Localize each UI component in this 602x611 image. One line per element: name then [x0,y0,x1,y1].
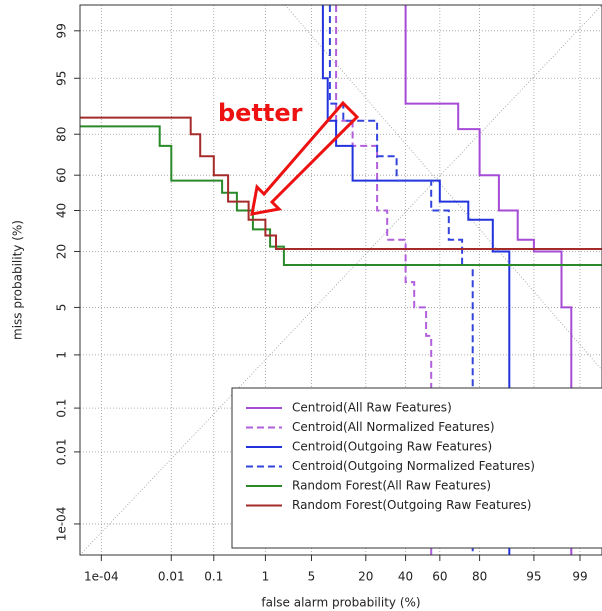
x-tick-label: 40 [398,570,413,584]
reference-lines [80,5,602,555]
y-tick-label: 5 [55,304,69,312]
legend-box [231,387,602,549]
y-tick-label: 1 [55,351,69,359]
y-tick-label: 0.1 [55,399,69,418]
det-curve [80,125,602,266]
y-axis-label: miss probability (%) [11,220,25,340]
legend-label: Centroid(All Normalized Features) [292,420,495,434]
anti-diagonal [284,5,602,371]
legend: Centroid(All Raw Features) Centroid(All N… [246,401,535,512]
x-tick-label: 0.01 [158,570,185,584]
y-tick-label: 1e-04 [55,507,69,542]
y-tick-label: 0.01 [55,439,69,466]
annotation: better [218,99,303,127]
x-tick-label: 95 [526,570,541,584]
plot-frame [79,4,602,556]
det-curve [80,116,602,250]
x-axis-label: false alarm probability (%) [261,596,420,610]
det-curve [328,5,474,555]
legend-label: Centroid(Outgoing Raw Features) [292,440,492,454]
det-curve [335,5,433,555]
better-arrow [250,100,360,216]
y-tick-label: 99 [55,23,69,38]
legend-label: Random Forest(Outgoing Raw Features) [292,498,531,512]
det-curve [404,5,573,555]
x-tick-label: 99 [572,570,587,584]
x-tick-label: 80 [472,570,487,584]
legend-label: Centroid(Outgoing Normalized Features) [292,459,535,473]
y-tick-label: 95 [55,71,69,86]
x-tick-label: 5 [308,570,316,584]
x-tick-label: 1e-04 [84,570,119,584]
diagonal [80,5,602,555]
legend-label: Centroid(All Raw Features) [292,401,452,415]
curves [80,5,602,555]
y-tick-label: 60 [55,168,69,183]
x-tick-label: 60 [432,570,447,584]
x-tick-label: 20 [358,570,373,584]
y-tick-label: 80 [55,127,69,142]
legend-label: Random Forest(All Raw Features) [292,479,491,493]
y-tick-label: 20 [55,244,69,259]
y-tick-label: 40 [55,203,69,218]
x-tick-label: 0.1 [204,570,223,584]
x-tick-label: 1 [262,570,270,584]
arrow [250,100,360,216]
